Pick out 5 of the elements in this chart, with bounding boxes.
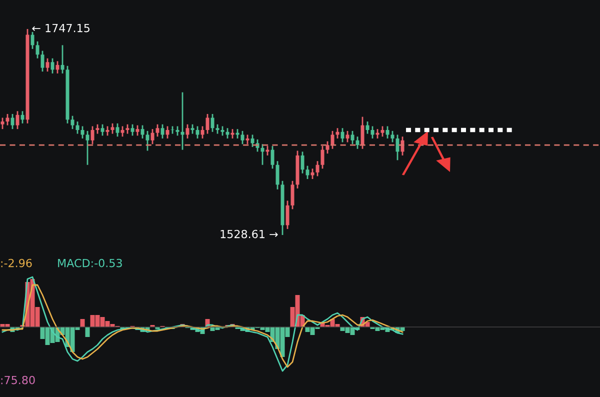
annotation: ← 1747.15 [32,24,90,32]
text: MACD:-0.53 [58,258,122,268]
annotation: 1528.61 → [220,230,278,238]
text: :-2.96 [1,258,32,268]
text: :75.80 [1,376,35,384]
